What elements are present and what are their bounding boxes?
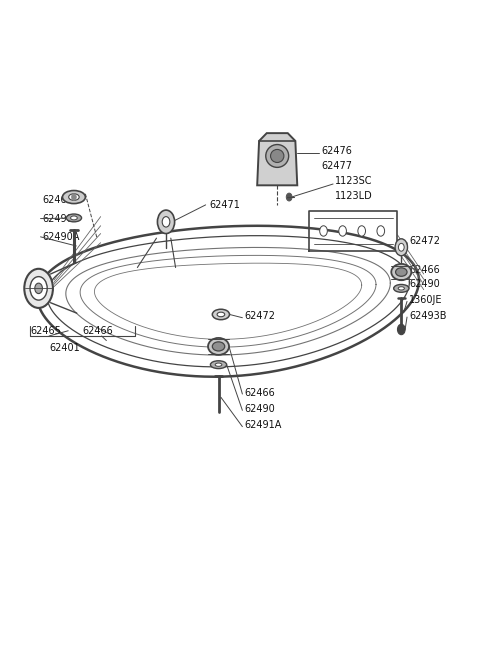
Circle shape <box>30 276 47 300</box>
Ellipse shape <box>66 214 82 222</box>
Ellipse shape <box>398 287 405 290</box>
Text: 62477: 62477 <box>321 160 352 171</box>
Ellipse shape <box>215 363 222 366</box>
Text: 62466: 62466 <box>245 388 276 398</box>
Ellipse shape <box>62 191 85 204</box>
Ellipse shape <box>391 264 411 280</box>
Text: 62490: 62490 <box>245 404 276 414</box>
Circle shape <box>286 193 292 201</box>
Text: 62476: 62476 <box>321 147 352 157</box>
Circle shape <box>398 244 404 251</box>
Text: 62465: 62465 <box>42 195 73 205</box>
Text: 62490A: 62490A <box>42 232 79 242</box>
Ellipse shape <box>394 284 409 292</box>
Text: 62466: 62466 <box>83 326 113 336</box>
Circle shape <box>157 210 175 234</box>
Text: 62491A: 62491A <box>245 421 282 430</box>
Circle shape <box>339 226 347 236</box>
Text: 62493B: 62493B <box>409 310 447 321</box>
Circle shape <box>358 226 365 236</box>
Text: 1360JE: 1360JE <box>409 295 443 305</box>
Circle shape <box>377 226 384 236</box>
Ellipse shape <box>71 216 77 220</box>
Text: 1123LD: 1123LD <box>336 191 373 200</box>
Ellipse shape <box>396 268 407 276</box>
Text: 1123SC: 1123SC <box>336 176 373 187</box>
Ellipse shape <box>212 309 229 320</box>
Ellipse shape <box>210 361 227 369</box>
Text: 62471: 62471 <box>209 200 240 210</box>
Text: 62490: 62490 <box>409 280 440 290</box>
Text: 62472: 62472 <box>409 236 441 246</box>
Text: 62465: 62465 <box>30 326 61 336</box>
Circle shape <box>35 283 42 293</box>
Circle shape <box>162 217 170 227</box>
Text: 62472: 62472 <box>245 311 276 322</box>
Circle shape <box>395 239 408 255</box>
Ellipse shape <box>208 338 229 355</box>
Circle shape <box>72 194 76 200</box>
Text: 62466: 62466 <box>409 265 440 275</box>
Circle shape <box>24 269 53 308</box>
Ellipse shape <box>212 342 225 351</box>
Text: 62490: 62490 <box>42 214 72 223</box>
Ellipse shape <box>69 194 79 200</box>
Circle shape <box>320 226 327 236</box>
Ellipse shape <box>266 145 288 168</box>
Ellipse shape <box>217 312 225 317</box>
Ellipse shape <box>271 149 284 162</box>
Polygon shape <box>257 133 297 185</box>
Circle shape <box>397 324 405 335</box>
Text: 62401: 62401 <box>49 343 80 353</box>
